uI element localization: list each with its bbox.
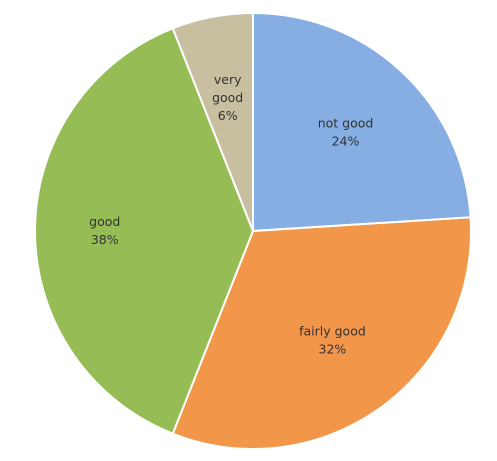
pie-label-not-good: not good 24% bbox=[318, 115, 374, 148]
pie-slice-fairly-good bbox=[171, 216, 472, 450]
pie-label-line: 32% bbox=[319, 341, 347, 356]
pie-label-line: good bbox=[212, 90, 243, 105]
pie-label-line: 6% bbox=[218, 108, 238, 123]
pie-slice-not-good bbox=[252, 11, 472, 233]
pie-label-line: very bbox=[214, 72, 242, 87]
pie-label-fairly-good: fairly good 32% bbox=[299, 323, 366, 356]
pie-label-very-good: very good 6% bbox=[212, 72, 243, 123]
pie-label-good: good 38% bbox=[89, 214, 120, 247]
pie-slice-good bbox=[34, 27, 255, 435]
pie-label-line: 24% bbox=[332, 133, 360, 148]
pie-label-line: fairly good bbox=[299, 323, 366, 338]
pie-label-line: 38% bbox=[91, 232, 119, 247]
pie-slice-very-good bbox=[171, 11, 254, 232]
pie-label-line: not good bbox=[318, 115, 374, 130]
pie-label-line: good bbox=[89, 214, 120, 229]
